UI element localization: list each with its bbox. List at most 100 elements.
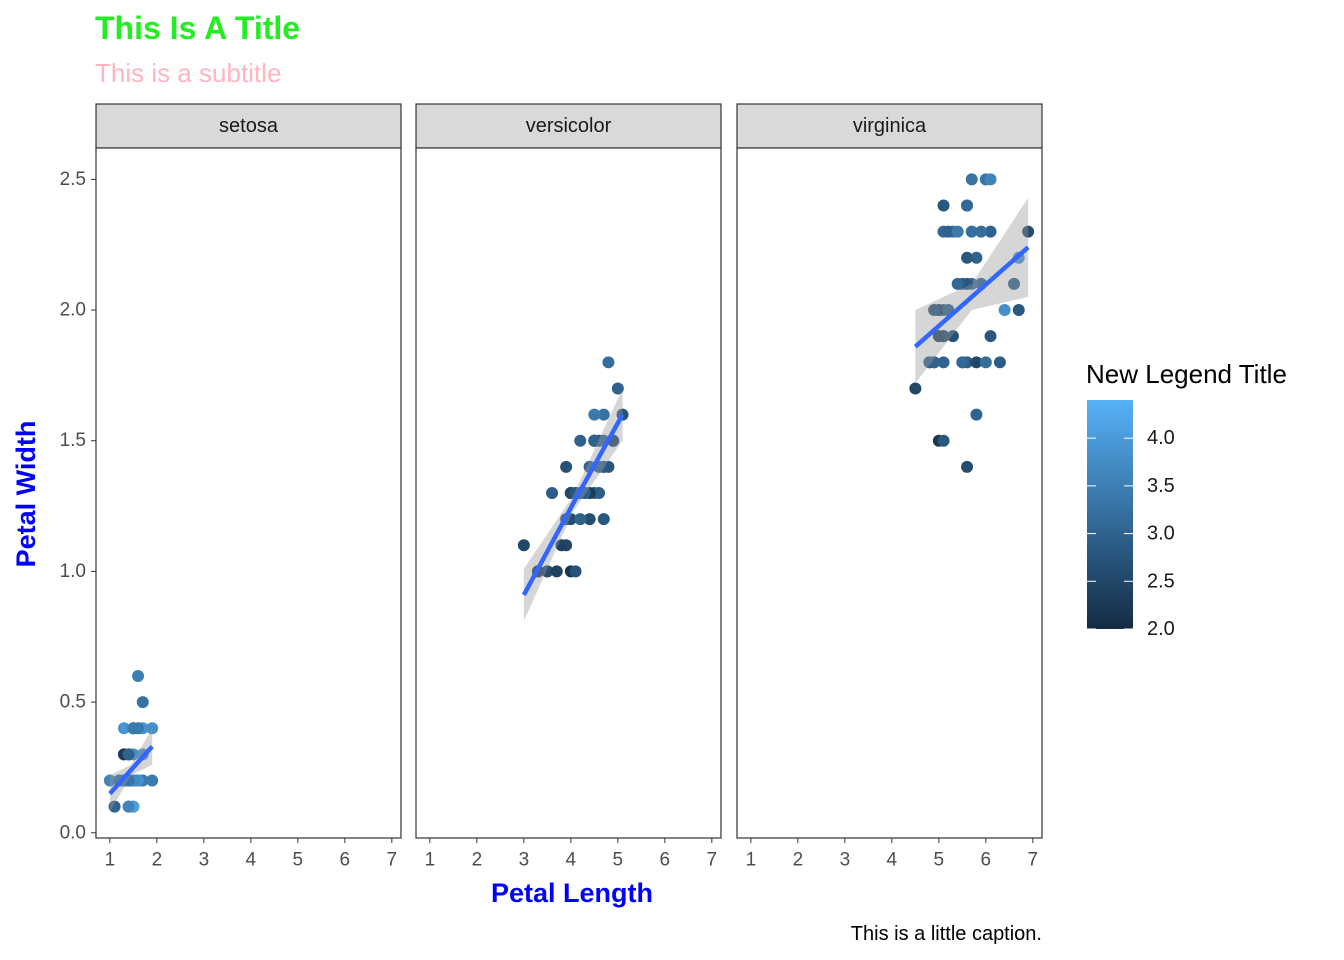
point: [970, 251, 983, 264]
point: [103, 774, 116, 787]
point: [961, 277, 974, 290]
legend-tick-label: 2.5: [1147, 570, 1175, 592]
point: [574, 513, 587, 526]
y-tick-label: 1.0: [60, 561, 86, 582]
point: [998, 304, 1011, 317]
point: [517, 539, 530, 552]
fit-line: [913, 245, 1030, 349]
confidence-band: [915, 197, 1029, 384]
x-tick-label: 5: [934, 850, 945, 871]
point: [569, 565, 582, 578]
x-tick-label: 3: [840, 850, 851, 871]
caption: This is a little caption.: [851, 923, 1042, 945]
fit-line: [108, 745, 154, 796]
point: [588, 408, 601, 421]
x-tick-label: 4: [887, 850, 898, 871]
point: [117, 722, 130, 735]
point: [984, 330, 997, 343]
point: [961, 199, 974, 212]
facet-strip: [415, 103, 722, 149]
point: [108, 800, 121, 813]
y-tick-label: 2.0: [60, 300, 86, 321]
x-axis-label: Petal Length: [491, 878, 653, 908]
x-tick-label: 7: [1028, 850, 1039, 871]
x-tick-label: 1: [425, 850, 436, 871]
point: [555, 539, 568, 552]
x-tick-label: 6: [340, 850, 351, 871]
panel: [736, 147, 1043, 839]
x-tick-label: 6: [981, 850, 992, 871]
point: [122, 748, 135, 761]
point: [970, 356, 983, 369]
legend-tick-label: 3.0: [1147, 523, 1175, 545]
point: [984, 225, 997, 238]
point: [597, 408, 610, 421]
legend-tick-label: 2.0: [1147, 618, 1175, 640]
x-tick-label: 7: [387, 850, 398, 871]
x-tick-label: 5: [293, 850, 304, 871]
x-tick-label: 3: [199, 850, 210, 871]
y-axis-label: Petal Width: [11, 421, 41, 568]
x-tick-label: 7: [707, 850, 718, 871]
chart-title: This Is A Title: [95, 10, 300, 46]
fit-line: [521, 413, 625, 597]
x-tick-label: 4: [566, 850, 577, 871]
point: [965, 225, 978, 238]
point: [146, 774, 159, 787]
x-tick-label: 5: [613, 850, 624, 871]
x-tick-label: 1: [746, 850, 757, 871]
point: [993, 356, 1006, 369]
point: [541, 565, 554, 578]
point: [951, 277, 964, 290]
point: [611, 382, 624, 395]
point: [984, 173, 997, 186]
legend-tick-label: 3.5: [1147, 475, 1175, 497]
facet-label: versicolor: [526, 115, 612, 137]
point: [956, 356, 969, 369]
point: [597, 513, 610, 526]
point: [602, 356, 615, 369]
x-tick-label: 6: [660, 850, 671, 871]
point: [979, 356, 992, 369]
point: [593, 487, 606, 499]
point: [1012, 304, 1025, 317]
x-tick-label: 3: [519, 850, 530, 871]
facet-label: virginica: [853, 115, 927, 137]
y-tick-label: 0.0: [60, 822, 86, 843]
point: [602, 460, 615, 473]
facet-strip: [736, 103, 1043, 149]
x-tick-label: 2: [152, 850, 163, 871]
x-tick-label: 2: [793, 850, 804, 871]
point: [937, 356, 950, 369]
chart-subtitle: This is a subtitle: [95, 58, 281, 88]
point: [961, 460, 974, 473]
point: [546, 487, 559, 499]
x-tick-label: 2: [472, 850, 483, 871]
point: [574, 434, 587, 447]
point: [1022, 225, 1035, 238]
point: [122, 800, 135, 813]
point: [146, 722, 159, 735]
point: [928, 304, 941, 317]
point: [975, 225, 988, 238]
point: [909, 382, 922, 395]
y-tick-label: 1.5: [60, 430, 86, 451]
point: [946, 330, 959, 343]
point: [583, 513, 596, 526]
point: [132, 669, 145, 682]
point: [942, 225, 955, 238]
point: [588, 434, 601, 447]
y-tick-label: 2.5: [60, 169, 86, 190]
point: [1008, 277, 1021, 290]
point: [560, 460, 573, 473]
point: [937, 199, 950, 212]
x-tick-label: 4: [246, 850, 257, 871]
x-tick-label: 1: [105, 850, 116, 871]
point: [961, 251, 974, 264]
point: [951, 225, 964, 238]
legend-tick-label: 4.0: [1147, 427, 1175, 449]
point: [937, 434, 950, 447]
point: [932, 330, 945, 343]
point: [965, 173, 978, 186]
